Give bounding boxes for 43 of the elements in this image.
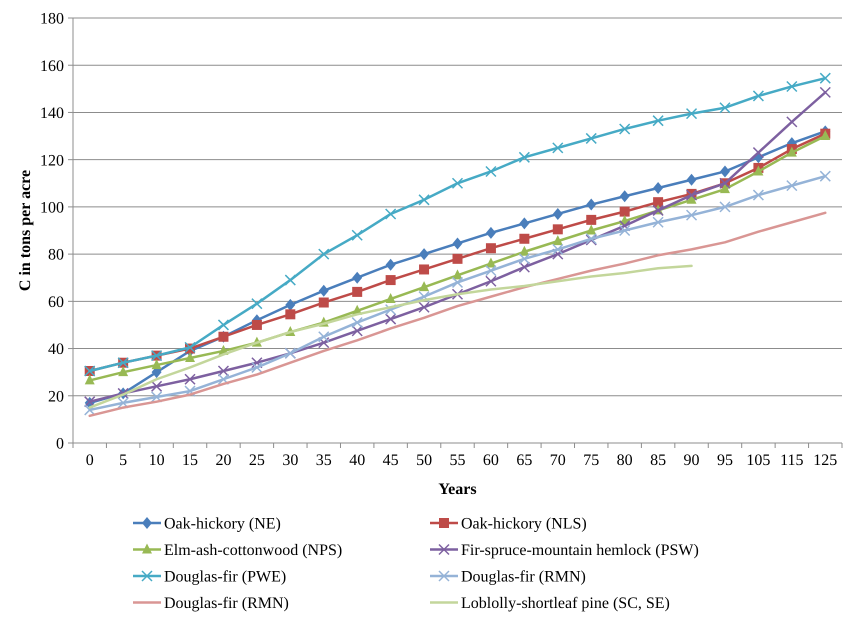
x-tick-label: 105 xyxy=(746,452,770,469)
legend-label: Loblolly-shortleaf pine (SC, SE) xyxy=(461,595,670,612)
x-tick-label: 15 xyxy=(182,452,198,469)
y-tick-label: 120 xyxy=(40,152,64,170)
y-tick-label: 20 xyxy=(48,388,64,406)
x-tick-label: 5 xyxy=(119,452,128,469)
x-tick-label: 65 xyxy=(516,452,532,469)
legend-label: Elm-ash-cottonwood (NPS) xyxy=(164,542,342,560)
legend-label: Douglas-fir (PWE) xyxy=(164,568,286,586)
x-tick-label: 30 xyxy=(282,452,298,469)
y-tick-label: 80 xyxy=(48,246,64,264)
x-tick-label: 20 xyxy=(215,452,232,469)
x-tick-label: 50 xyxy=(416,452,432,469)
y-tick-label: 160 xyxy=(40,58,64,75)
x-tick-label: 80 xyxy=(616,452,633,469)
y-tick-label: 40 xyxy=(48,341,64,358)
x-tick-label: 25 xyxy=(248,452,265,469)
x-tick-label: 60 xyxy=(482,452,499,469)
x-tick-label: 10 xyxy=(148,452,165,469)
legend-label: Fir-spruce-mountain hemlock (PSW) xyxy=(461,542,699,560)
legend-label: Oak-hickory (NE) xyxy=(164,516,281,533)
x-tick-label: 0 xyxy=(86,452,94,469)
y-tick-label: 180 xyxy=(40,10,64,28)
legend-label: Oak-hickory (NLS) xyxy=(461,516,587,533)
y-tick-label: 100 xyxy=(40,199,64,216)
legend-label: Douglas-fir (RMN) xyxy=(461,568,586,586)
x-tick-label: 40 xyxy=(349,452,366,469)
y-tick-label: 60 xyxy=(48,294,64,311)
x-tick-label: 95 xyxy=(716,452,733,469)
y-axis-title: C in tons per acre xyxy=(17,170,34,292)
x-tick-label: 75 xyxy=(583,452,600,469)
x-tick-label: 125 xyxy=(813,452,838,469)
x-tick-label: 70 xyxy=(550,452,566,469)
y-tick-label: 140 xyxy=(40,105,64,122)
x-tick-label: 85 xyxy=(650,452,666,469)
x-tick-label: 55 xyxy=(450,452,466,469)
legend-label: Douglas-fir (RMN) xyxy=(164,595,289,612)
x-tick-label: 35 xyxy=(316,452,332,469)
y-tick-label: 0 xyxy=(56,436,64,453)
x-tick-label: 45 xyxy=(382,452,399,469)
x-tick-label: 115 xyxy=(780,452,804,469)
x-axis-title: Years xyxy=(438,481,477,498)
x-tick-label: 90 xyxy=(684,452,700,469)
